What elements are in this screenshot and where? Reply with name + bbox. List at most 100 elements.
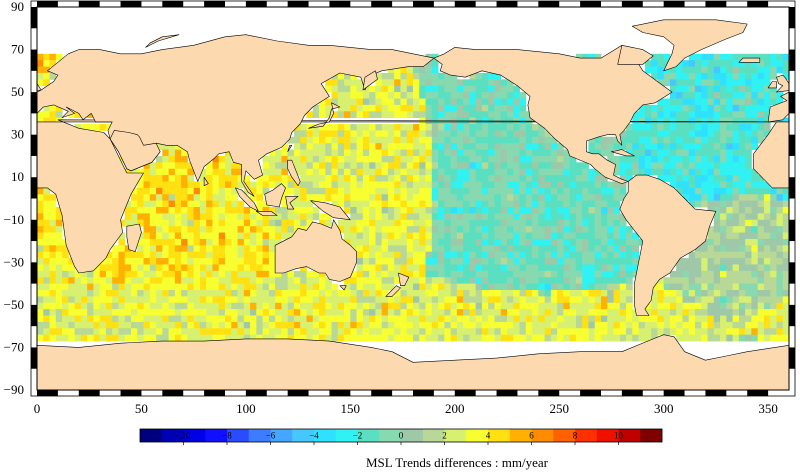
trend-cell [124, 213, 132, 221]
trend-cell [713, 315, 721, 323]
trend-cell [569, 309, 577, 316]
trend-cell [356, 277, 364, 285]
trend-cell [375, 194, 383, 202]
trend-cell [751, 111, 759, 119]
trend-cell [738, 258, 746, 265]
frame-segment-right [789, 304, 795, 327]
trend-cell [137, 264, 144, 272]
trend-cell [456, 194, 464, 202]
trend-cell [438, 232, 445, 240]
land-uk [37, 83, 42, 91]
trend-cell [550, 175, 558, 182]
trend-cell [243, 207, 251, 214]
trend-cell [582, 321, 589, 329]
trend-cell [37, 66, 44, 74]
trend-cell [751, 72, 759, 80]
trend-cell [469, 111, 477, 119]
trend-cell [337, 226, 345, 233]
trend-cell [174, 296, 182, 304]
trend-cell [131, 328, 138, 336]
trend-cell [344, 238, 351, 246]
trend-cell [475, 219, 483, 227]
trend-cell [469, 270, 477, 278]
trend-cell [513, 200, 520, 208]
trend-cell [513, 155, 520, 163]
trend-cell [356, 187, 364, 195]
trend-cell [707, 111, 715, 119]
trend-cell [695, 328, 702, 336]
trend-cell [406, 149, 414, 157]
trend-cell [131, 213, 138, 221]
trend-cell [713, 60, 721, 67]
trend-cell [776, 207, 784, 214]
frame-segment-left [31, 134, 37, 156]
trend-cell [463, 270, 470, 278]
trend-cell [488, 72, 495, 80]
trend-cell [707, 238, 715, 246]
trend-cell [469, 79, 477, 87]
trend-cell [607, 181, 614, 189]
trend-cell [726, 194, 733, 202]
trend-cell [720, 187, 727, 195]
trend-cell [557, 155, 564, 163]
colorbar-tick-label: 4 [486, 431, 491, 441]
trend-cell [757, 207, 765, 214]
trend-cell [325, 155, 332, 163]
trend-cell [550, 162, 558, 170]
trend-cell [757, 200, 765, 208]
trend-cell [212, 251, 220, 259]
trend-cell [732, 283, 740, 291]
trend-cell [187, 328, 195, 336]
trend-cell [425, 289, 433, 297]
trend-cell [619, 213, 627, 221]
trend-cell [168, 155, 176, 163]
trend-cell [312, 162, 320, 170]
trend-cell [726, 79, 733, 87]
trend-cell [688, 283, 696, 291]
trend-cell [143, 219, 151, 227]
trend-cell [438, 321, 445, 329]
trend-cell [713, 219, 721, 227]
trend-cell [757, 181, 765, 189]
trend-cell [500, 328, 508, 336]
trend-cell [695, 334, 702, 342]
trend-cell [369, 162, 376, 170]
trend-cell [287, 175, 295, 182]
trend-cell [575, 245, 583, 253]
trend-cell [732, 264, 740, 272]
trend-cell [720, 309, 727, 316]
trend-cell [162, 175, 169, 182]
trend-cell [306, 194, 314, 202]
trend-cell [438, 302, 445, 310]
trend-cell [770, 85, 777, 93]
trend-cell [732, 181, 740, 189]
trend-cell [62, 334, 69, 342]
trend-cell [538, 168, 545, 176]
trend-cell [312, 302, 320, 310]
trend-cell [463, 219, 470, 227]
trend-cell [362, 296, 370, 304]
trend-cell [444, 219, 451, 227]
trend-cell [156, 277, 163, 285]
colorbar-tick-label: 2 [442, 431, 447, 441]
trend-cell [588, 207, 596, 214]
trend-cell [281, 277, 289, 285]
land-masses [37, 19, 789, 390]
trend-cell [256, 277, 263, 285]
trend-cell [688, 111, 696, 119]
trend-cell [757, 60, 765, 67]
trend-cell [212, 264, 220, 272]
trend-cell [782, 251, 789, 259]
trend-cell [695, 98, 702, 106]
trend-cell [319, 277, 326, 285]
trend-cell [732, 53, 740, 61]
trend-cell [212, 155, 220, 163]
trend-cell [726, 136, 733, 144]
trend-cell [149, 207, 157, 214]
trend-cell [695, 194, 702, 202]
trend-cell [325, 296, 332, 304]
trend-cell [181, 168, 188, 176]
trend-cell [632, 270, 639, 278]
trend-cell [49, 226, 57, 233]
trend-cell [431, 149, 439, 157]
